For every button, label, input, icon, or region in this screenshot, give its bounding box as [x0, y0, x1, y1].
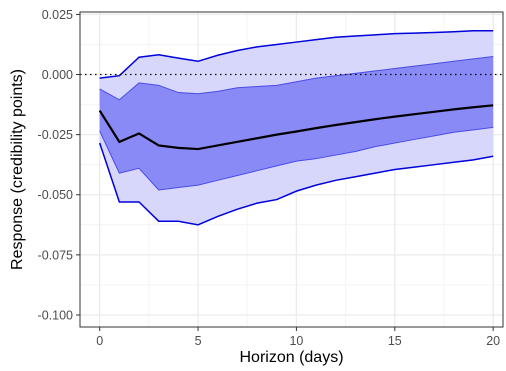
y-tick-label: -0.075 [38, 248, 73, 262]
y-tick-label: 0.000 [42, 68, 73, 82]
y-tick-label: -0.050 [38, 188, 73, 202]
inner-credible-band [99, 56, 494, 190]
inner-band-lower-line [99, 126, 494, 191]
y-axis-title: Response (credibility points) [9, 69, 26, 270]
y-tick-label: -0.100 [38, 308, 73, 322]
outer-band-upper-line [99, 30, 494, 79]
x-tick-label: 0 [96, 334, 103, 348]
inner-band-upper-line [99, 55, 494, 101]
y-tick-label: 0.025 [42, 8, 73, 22]
outer-band-lower-line [98, 142, 494, 226]
x-tick-label: 5 [195, 334, 202, 348]
x-tick-label: 20 [486, 334, 500, 348]
x-tick-label: 15 [388, 334, 402, 348]
x-axis-title: Horizon (days) [239, 349, 343, 366]
median-response-line [98, 104, 494, 151]
x-axis-ticks: 0 5 10 15 20 [96, 327, 500, 348]
y-axis-ticks: 0.025 0.000 -0.025 -0.050 -0.075 -0.100 [38, 8, 80, 322]
y-tick-label: -0.025 [38, 128, 73, 142]
x-tick-label: 10 [289, 334, 303, 348]
panel-border [79, 11, 504, 328]
